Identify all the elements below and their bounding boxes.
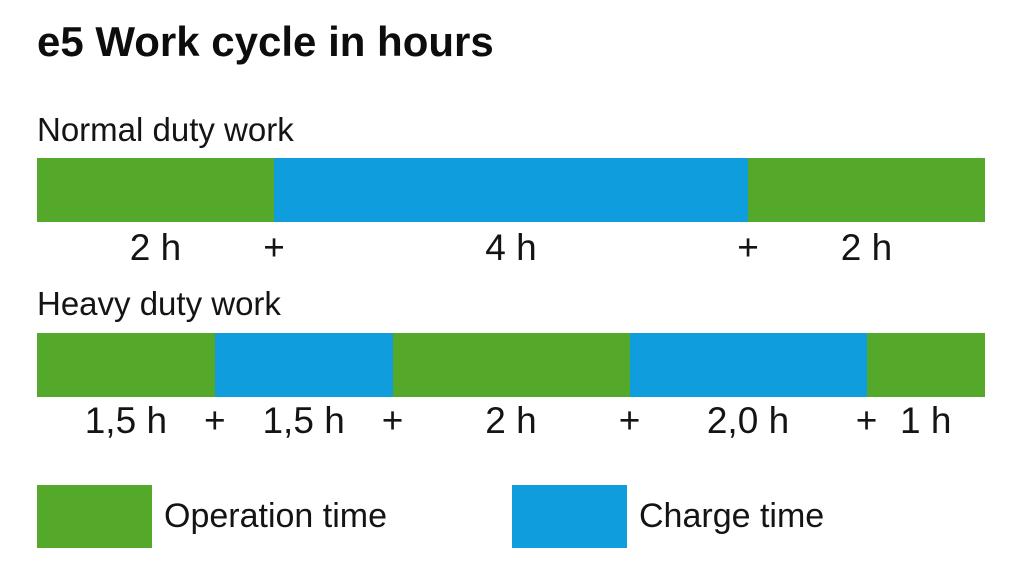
- plus-separator: +: [203, 400, 226, 441]
- segment-charge: [629, 333, 867, 397]
- legend-item-charge: Charge time: [512, 485, 824, 548]
- segment-hours-label: 1,5 h: [84, 400, 168, 441]
- operation-time-swatch: [37, 485, 152, 548]
- segment-charge: [214, 333, 393, 397]
- segment-operation: [37, 333, 215, 397]
- legend-label-charge: Charge time: [639, 497, 825, 535]
- bar-label-heavy-duty: Heavy duty work: [37, 285, 281, 322]
- bar-label-normal-duty: Normal duty work: [37, 111, 294, 148]
- bar-normal-duty: [37, 158, 985, 222]
- plus-separator: +: [855, 400, 878, 441]
- segment-hours-label: 1,5 h: [262, 400, 345, 441]
- time-labels-normal-duty: 2 h +4 h +2 h: [37, 226, 985, 270]
- segment-operation: [392, 333, 630, 397]
- segment-operation: [37, 158, 274, 222]
- plus-separator: +: [737, 227, 759, 268]
- segment-hours-label: 2 h: [129, 227, 182, 268]
- plus-separator: +: [618, 400, 641, 441]
- legend-item-operation: Operation time: [37, 485, 387, 548]
- segment-hours-label: 2 h: [485, 400, 537, 441]
- segment-operation: [866, 333, 985, 397]
- bar-heavy-duty: [37, 333, 985, 397]
- plus-separator: +: [263, 227, 285, 268]
- segment-operation: [748, 158, 985, 222]
- time-labels-heavy-duty: 1,5 h +1,5 h +2 h +2,0 h +1 h: [37, 399, 985, 443]
- plus-separator: +: [381, 400, 404, 441]
- charge-time-swatch: [512, 485, 627, 548]
- segment-hours-label: 2,0 h: [706, 400, 790, 441]
- segment-hours-label: 1 h: [900, 400, 952, 441]
- segment-hours-label: 2 h: [840, 227, 893, 268]
- segment-hours-label: 4 h: [485, 227, 537, 268]
- legend-label-operation: Operation time: [164, 497, 387, 535]
- page-title: e5 Work cycle in hours: [37, 18, 494, 65]
- segment-charge: [274, 158, 748, 222]
